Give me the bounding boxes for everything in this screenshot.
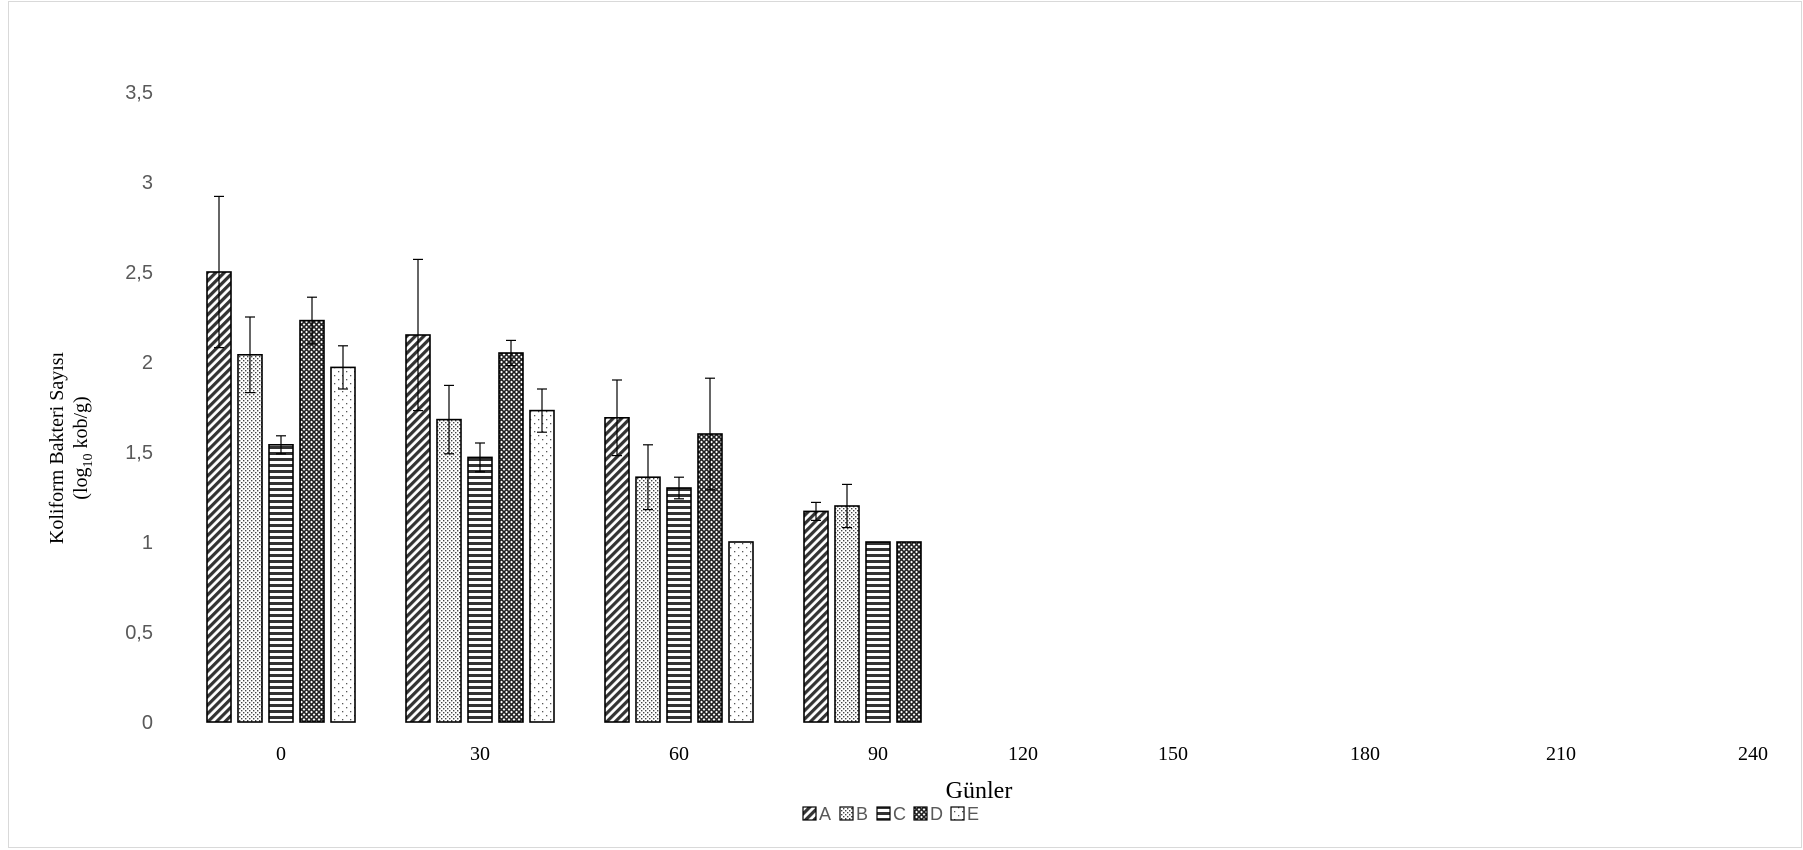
y-tick-label: 1,5 [125,442,153,464]
legend-label-e: E [967,804,979,824]
x-tick-label: 180 [1350,743,1380,765]
bar-e [728,541,754,723]
legend-label-a: A [819,804,831,824]
legend-swatch-b [839,806,854,821]
y-tick-label: 1 [142,532,153,554]
bar-d [896,541,922,723]
bar-c [467,456,493,723]
legend-label-c: C [893,804,906,824]
bar-e [330,366,356,723]
bar-b [436,418,462,723]
y-tick-label: 2,5 [125,262,153,284]
x-tick-label: 240 [1738,743,1768,765]
x-tick-label: 150 [1158,743,1188,765]
x-tick-label: 30 [470,743,490,765]
bar-d [498,352,524,723]
legend-swatch-a [802,806,817,821]
error-bars [214,195,852,529]
legend-swatch-d [913,806,928,821]
legend-swatch-c [876,806,891,821]
x-tick-label: 0 [276,743,286,765]
y-tick-label: 0 [142,712,153,734]
y-tick-label: 0,5 [125,622,153,644]
y-axis-label-group: Koliform Bakteri Sayısı (log10 kob/g) [46,351,96,544]
y-axis-unit-subscript: 10 [81,454,96,468]
y-axis: 0 0,5 1 1,5 2 2,5 3 3,5 [125,82,153,734]
legend-label-d: D [930,804,943,824]
x-axis: 0 30 60 90 120 150 180 210 240 [276,743,1768,765]
bar-b [635,476,661,723]
x-tick-label: 90 [868,743,888,765]
bar-a [803,510,829,723]
y-tick-label: 3 [142,172,153,194]
bar-c [268,443,294,723]
y-axis-unit-prefix: (log [70,468,92,500]
y-axis-label: Koliform Bakteri Sayısı [46,351,68,544]
y-axis-unit-suffix: kob/g) [70,396,92,453]
x-tick-label: 210 [1546,743,1576,765]
bar-d [299,319,325,723]
y-tick-label: 2 [142,352,153,374]
bars [206,271,922,723]
legend-label-b: B [856,804,868,824]
bar-a [604,416,630,723]
legend: A B C D E [802,804,979,824]
x-tick-label: 60 [669,743,689,765]
y-tick-label: 3,5 [125,82,153,104]
legend-swatch-e [950,806,965,821]
bar-c [865,541,891,723]
bar-e [529,409,555,723]
bar-b [834,505,860,723]
x-tick-label: 120 [1008,743,1038,765]
y-axis-unit-label: (log10 kob/g) [70,396,96,499]
bar-chart: 00,511,522,533,5 0 30 60 90 120 150 180 210 240 … [46,82,1768,824]
bar-b [237,353,263,723]
x-axis-label: Günler [946,778,1013,804]
chart-frame: 0 0,5 1 1,5 2 2,5 3 3,5 0 30 60 90 120 150 180 210 240 … [8,1,1802,848]
bar-c [666,487,692,723]
